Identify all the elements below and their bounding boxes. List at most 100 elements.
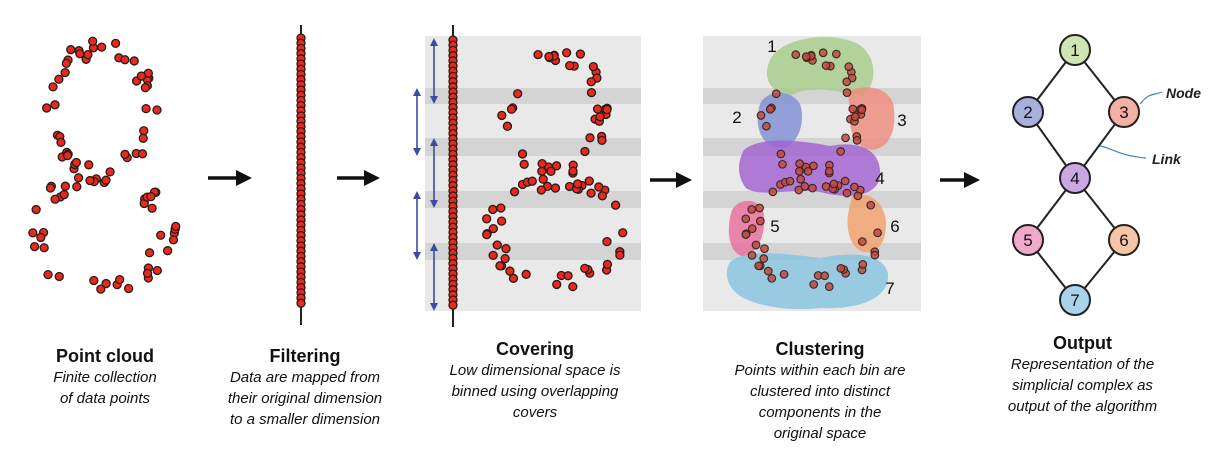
cover-arrowhead: [413, 252, 421, 260]
data-point: [586, 77, 596, 87]
cover-arrowhead: [430, 303, 438, 311]
graph-node-circle: [1108, 224, 1140, 256]
data-point: [482, 229, 492, 240]
data-point: [62, 150, 73, 161]
data-point: [771, 89, 781, 99]
data-point: [610, 200, 621, 210]
data-point: [96, 42, 107, 52]
data-point: [767, 273, 777, 283]
data-point: [140, 83, 151, 93]
data-point: [120, 55, 130, 65]
data-point: [509, 187, 520, 197]
data-point: [39, 243, 49, 253]
data-point: [575, 49, 586, 59]
data-point: [138, 133, 148, 143]
data-point: [778, 159, 787, 169]
annotation-line: [1099, 145, 1147, 159]
data-point: [448, 300, 458, 310]
step-arrow: [208, 170, 252, 186]
cover-arrowhead: [430, 243, 438, 251]
data-point: [83, 50, 93, 60]
cover-overlap-band: [425, 243, 641, 260]
data-point: [586, 188, 596, 198]
node-annotation: Node: [1166, 85, 1201, 101]
data-point: [141, 103, 151, 114]
graph-node-label: 3: [1119, 103, 1128, 122]
data-point: [836, 264, 846, 273]
graph-node-label: 4: [1070, 169, 1079, 188]
data-point: [741, 214, 751, 224]
data-point: [597, 135, 607, 146]
cover-arrowhead: [430, 38, 438, 46]
graph-node: 5: [1012, 224, 1044, 256]
cover-arrowhead: [430, 200, 438, 208]
data-point: [842, 77, 852, 87]
graph-node: 7: [1059, 284, 1091, 316]
data-point: [101, 278, 111, 289]
data-point: [759, 254, 769, 263]
data-point: [136, 71, 147, 81]
data-point: [146, 191, 156, 202]
data-point: [28, 228, 38, 238]
data-point: [754, 261, 764, 271]
data-point: [84, 160, 94, 170]
cluster-label: 7: [885, 279, 894, 298]
data-point: [75, 49, 85, 59]
cluster-label: 2: [732, 108, 741, 127]
data-point: [505, 266, 515, 276]
data-point: [544, 51, 554, 62]
data-point: [594, 182, 604, 192]
data-point: [568, 281, 578, 292]
data-point: [563, 271, 573, 281]
data-point: [139, 126, 149, 136]
data-point: [496, 216, 507, 226]
data-point: [488, 204, 498, 215]
cluster-label: 1: [767, 37, 776, 56]
data-point: [537, 158, 547, 169]
data-point: [794, 185, 804, 195]
data-point: [500, 253, 510, 264]
data-point: [592, 104, 603, 114]
covering-panel: [413, 25, 641, 327]
data-point: [821, 61, 831, 70]
covering-caption: Covering Low dimensional space is binned…: [420, 338, 650, 423]
step-arrow: [337, 170, 380, 186]
data-point: [796, 174, 806, 184]
output-caption: Output Representation of the simplicial …: [975, 332, 1190, 417]
data-point: [54, 74, 64, 84]
data-point: [801, 52, 811, 61]
filtering-caption: Filtering Data are mapped from their ori…: [195, 345, 415, 430]
point-cloud-panel: [28, 36, 181, 294]
data-point: [488, 223, 498, 234]
data-point: [747, 224, 757, 233]
cluster-label: 5: [770, 217, 779, 236]
data-point: [857, 105, 867, 114]
data-point: [853, 191, 863, 201]
data-point: [763, 266, 773, 276]
data-point: [751, 240, 761, 250]
data-point: [597, 191, 607, 201]
data-point: [818, 48, 828, 58]
clustering-panel: 1 2 3 4 5 6 7: [703, 36, 921, 311]
data-point: [72, 182, 82, 192]
data-point: [123, 283, 134, 294]
stage-description: Points within each bin are clustered int…: [734, 362, 906, 442]
data-point: [60, 67, 70, 78]
data-point: [602, 236, 612, 247]
graph-node: 3: [1108, 96, 1140, 128]
stage-title: Output: [1053, 333, 1112, 353]
data-point: [519, 159, 529, 169]
point-cloud-caption: Point cloud Finite collection of data po…: [5, 345, 205, 409]
data-point: [137, 149, 148, 159]
data-point: [73, 173, 84, 183]
data-point: [602, 104, 612, 115]
data-point: [824, 166, 834, 176]
data-point: [568, 166, 578, 176]
graph-node-label: 2: [1023, 103, 1032, 122]
data-point: [795, 159, 805, 168]
data-point: [565, 60, 575, 71]
data-point: [61, 58, 71, 69]
data-point: [550, 183, 561, 193]
data-point: [496, 203, 506, 213]
